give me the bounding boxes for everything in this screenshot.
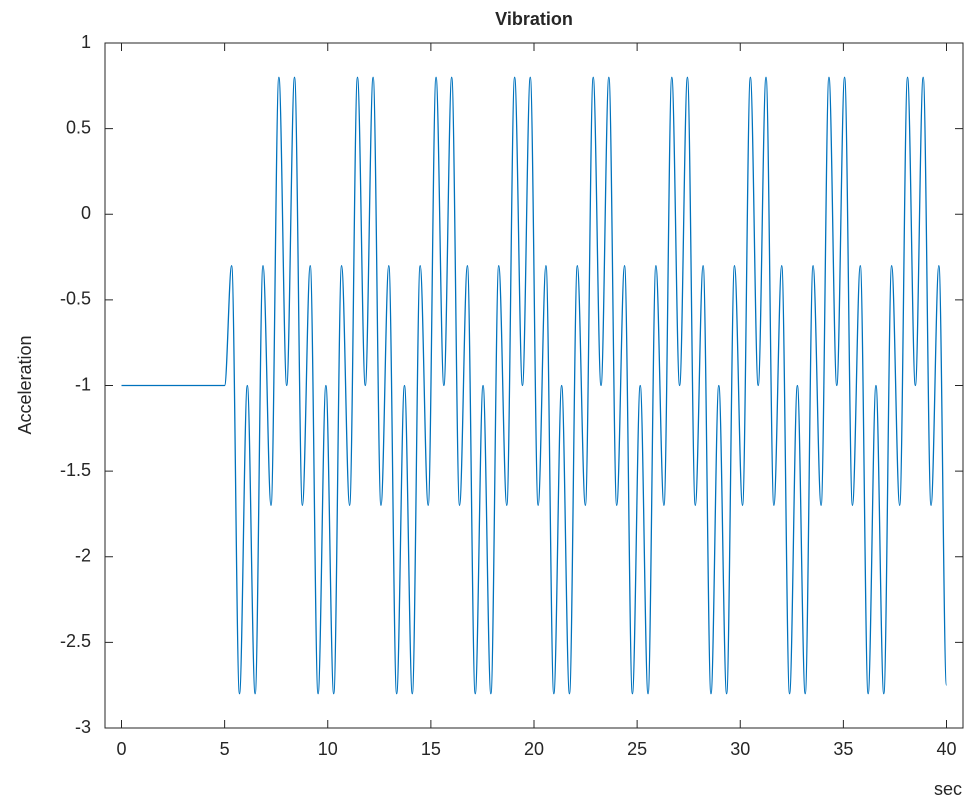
y-tick-label: -1: [75, 374, 91, 394]
x-tick-label: 0: [116, 739, 126, 759]
y-tick-label: -0.5: [60, 289, 91, 309]
plot-area: [104, 42, 964, 729]
x-tick-label: 25: [627, 739, 647, 759]
x-tick-label: 40: [936, 739, 956, 759]
x-tick-label: 30: [730, 739, 750, 759]
y-tick-label: -2: [75, 546, 91, 566]
y-axis-label: Acceleration: [15, 335, 35, 434]
y-tick-label: -3: [75, 717, 91, 737]
y-tick-label: 1: [81, 32, 91, 52]
chart-title: Vibration: [495, 9, 573, 29]
x-tick-label: 15: [421, 739, 441, 759]
data-line: [121, 76, 948, 695]
x-tick-label: 35: [833, 739, 853, 759]
x-axis-label: sec: [934, 779, 962, 799]
y-tick-label: 0.5: [66, 117, 91, 137]
x-tick-label: 10: [318, 739, 338, 759]
x-tick-label: 20: [524, 739, 544, 759]
y-tick-label: -2.5: [60, 631, 91, 651]
y-tick-label: 0: [81, 203, 91, 223]
x-tick-label: 5: [220, 739, 230, 759]
y-tick-label: -1.5: [60, 460, 91, 480]
